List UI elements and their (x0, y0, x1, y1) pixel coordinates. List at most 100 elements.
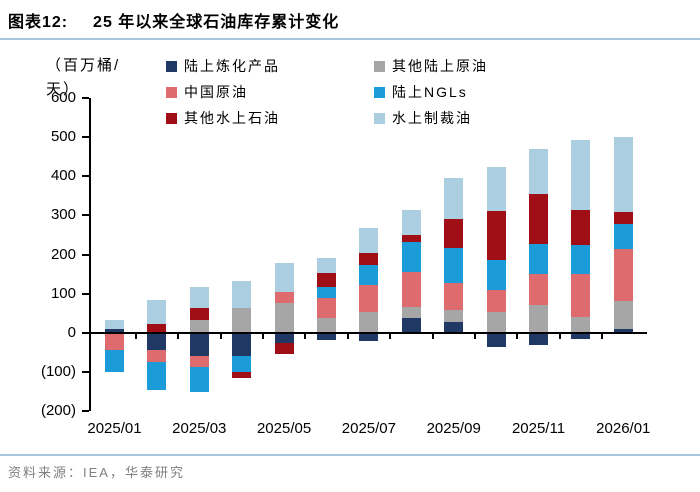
legend-label: 其他水上石油 (184, 110, 280, 126)
legend-label: 水上制裁油 (392, 110, 472, 126)
bar-segment (571, 273, 591, 317)
bar-segment (105, 350, 124, 372)
bar-segment (571, 244, 591, 274)
bar-segment (274, 332, 294, 343)
legend-label: 中国原油 (184, 84, 248, 100)
bar-segment (317, 258, 336, 273)
figure-title: 图表12: 25 年以来全球石油库存累计变化 (8, 8, 692, 32)
bar-segment (189, 332, 209, 357)
bar-segment (232, 281, 252, 308)
bar-segment (317, 286, 336, 298)
bar-segment (529, 194, 548, 245)
bar-segment (317, 272, 336, 287)
bar-segment (613, 328, 633, 333)
x-axis-tick (134, 333, 137, 339)
bar-segment (147, 299, 167, 324)
y-axis-tick-label: 200 (50, 245, 76, 263)
y-axis-tick-label: (100) (40, 362, 76, 380)
bar-segment (613, 137, 633, 213)
bar-segment (486, 211, 506, 260)
bar-segment (359, 227, 379, 253)
x-axis-label: 2025/11 (511, 420, 566, 437)
x-axis-tick (304, 333, 307, 339)
page-title: 25 年以来全球石油库存累计变化 (93, 14, 340, 31)
legend-item: 陆上NGLs (374, 82, 582, 102)
y-axis-tick (82, 370, 89, 373)
legend-label: 陆上NGLs (392, 84, 468, 100)
bar-segment (571, 332, 591, 339)
bar-segment (147, 323, 167, 333)
legend-swatch-icon (374, 112, 385, 124)
bar-segment (232, 332, 252, 356)
x-axis-label: 2025/03 (172, 420, 227, 437)
bar-segment (274, 302, 294, 333)
x-axis-tick (516, 333, 519, 339)
legend-item: 其他水上石油 (166, 108, 374, 128)
y-axis-tick-label: 600 (50, 89, 76, 106)
bar-segment (189, 367, 209, 393)
bar-segment (359, 264, 379, 285)
bar-segment (189, 319, 209, 333)
bar-segment (529, 304, 548, 333)
x-axis-tick (261, 333, 264, 339)
bar-segment (444, 248, 464, 284)
legend-item: 陆上炼化产品 (166, 56, 374, 76)
bar-segment (317, 297, 336, 318)
bar-segment (401, 234, 421, 242)
x-axis-label: 2025/05 (256, 420, 312, 437)
footer-divider (0, 454, 700, 456)
bar-segment (486, 311, 506, 333)
bar-segment (189, 356, 209, 368)
x-axis-tick (219, 333, 222, 339)
y-axis-tick (82, 175, 89, 178)
bar-segment (317, 332, 336, 340)
x-axis-tick (177, 333, 180, 339)
bar-segment (613, 212, 633, 225)
y-axis-tick-label: 300 (50, 206, 76, 224)
legend-item: 水上制裁油 (374, 108, 582, 128)
bar-segment (232, 371, 252, 378)
legend-swatch-icon (374, 60, 385, 72)
y-axis-tick (82, 292, 89, 295)
bar-segment (444, 218, 464, 249)
bar-segment (529, 332, 548, 345)
x-axis-tick (473, 333, 476, 339)
legend-swatch-icon (166, 112, 177, 124)
y-axis-tick-label: 0 (67, 323, 76, 341)
x-axis-tick (431, 333, 434, 339)
title-divider (0, 38, 700, 40)
bar-segment (274, 342, 294, 355)
bar-segment (359, 311, 379, 333)
y-axis-tick-label: (200) (40, 402, 76, 419)
bar-segment (486, 167, 506, 212)
y-axis-tick (82, 97, 89, 99)
bar-segment (147, 349, 167, 362)
bar-segment (105, 332, 124, 351)
x-axis-label: 2025/07 (341, 420, 396, 437)
bar-segment (317, 317, 336, 333)
bar-segment (401, 306, 421, 318)
bar-segment (529, 274, 548, 305)
zero-axis-line (89, 331, 647, 334)
y-axis-unit: （百万桶/天） (46, 57, 121, 98)
bar-segment (147, 361, 167, 390)
chart-legend: 陆上炼化产品 其他陆上原油中国原油 陆上NGLs 其他水上石油 水上制裁油 (166, 56, 582, 128)
x-axis-tick (558, 333, 561, 339)
y-axis-line (89, 98, 91, 411)
bar-segment (105, 328, 124, 333)
bar-segment (486, 289, 506, 312)
bar-segment (613, 224, 633, 250)
bar-segment (189, 307, 209, 320)
y-axis-tick (82, 410, 89, 412)
legend-swatch-icon (166, 86, 177, 98)
bar-segment (401, 241, 421, 272)
legend-item: 其他陆上原油 (374, 56, 582, 76)
legend-swatch-icon (166, 60, 177, 72)
bar-segment (444, 283, 464, 310)
bar-segment (189, 286, 209, 308)
bar-segment (147, 332, 167, 350)
bar-segment (613, 301, 633, 329)
x-axis-tick (389, 333, 392, 339)
bar-segment (359, 284, 379, 312)
bar-segment (401, 317, 421, 333)
